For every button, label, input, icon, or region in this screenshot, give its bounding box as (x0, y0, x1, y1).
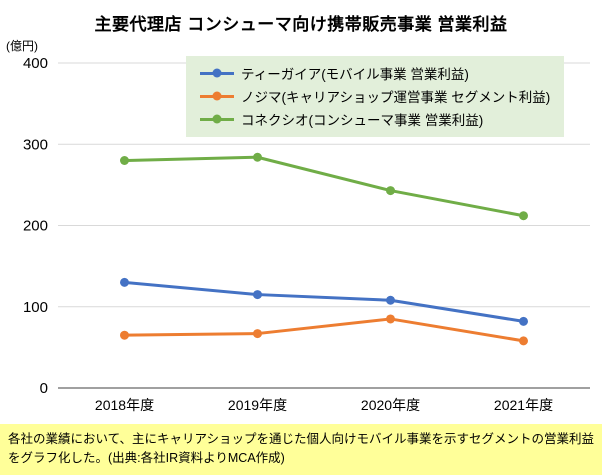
legend-label: ノジマ(キャリアショップ運営事業 セグメント利益) (241, 90, 551, 105)
x-tick-label: 2020年度 (361, 397, 420, 413)
legend-label: ティーガイア(モバイル事業 営業利益) (241, 67, 469, 82)
legend-label: コネクシオ(コンシューマ事業 営業利益) (241, 113, 484, 128)
data-point (519, 211, 528, 221)
legend-line-marker-icon (200, 91, 234, 102)
y-tick-label: 200 (23, 218, 48, 235)
data-point (253, 329, 262, 339)
chart-legend: ティーガイア(モバイル事業 営業利益) ノジマ(キャリアショップ運営事業 セグメ… (186, 56, 565, 137)
data-point (386, 186, 395, 196)
data-point (386, 314, 395, 324)
data-point (386, 295, 395, 305)
y-tick-label: 100 (23, 299, 48, 316)
legend-line-marker-icon (200, 114, 234, 125)
data-point (253, 152, 262, 162)
series-line (123, 317, 525, 343)
y-tick-label: 400 (23, 55, 48, 72)
line-chart-canvas: 0 100 200 300 400 2018年度 2019年度 2020年度 2021年度 (23, 55, 590, 413)
y-tick-label: 300 (23, 136, 48, 153)
data-point (120, 277, 129, 287)
x-tick-label: 2018年度 (95, 397, 154, 413)
legend-item: ノジマ(キャリアショップ運営事業 セグメント利益) (200, 86, 550, 106)
data-point (120, 330, 129, 340)
legend-line-marker-icon (200, 68, 234, 79)
chart-title: 主要代理店 コンシューマ向け携帯販売事業 営業利益 (94, 15, 508, 34)
series-line (123, 280, 525, 323)
data-point (253, 290, 262, 300)
data-point (519, 336, 528, 346)
footnote: 各社の業績において、主にキャリアショップを通じた個人向けモバイル事業を示すセグメ… (0, 424, 602, 475)
x-tick-label: 2021年度 (494, 397, 553, 413)
x-tick-label: 2019年度 (228, 397, 287, 413)
data-point (519, 316, 528, 326)
y-tick-label: 0 (40, 380, 48, 397)
series-line (123, 155, 525, 218)
y-axis-unit-label: (億円) (6, 39, 38, 53)
legend-item: ティーガイア(モバイル事業 営業利益) (200, 63, 550, 83)
data-point (120, 156, 129, 165)
legend-item: コネクシオ(コンシューマ事業 営業利益) (200, 109, 550, 129)
